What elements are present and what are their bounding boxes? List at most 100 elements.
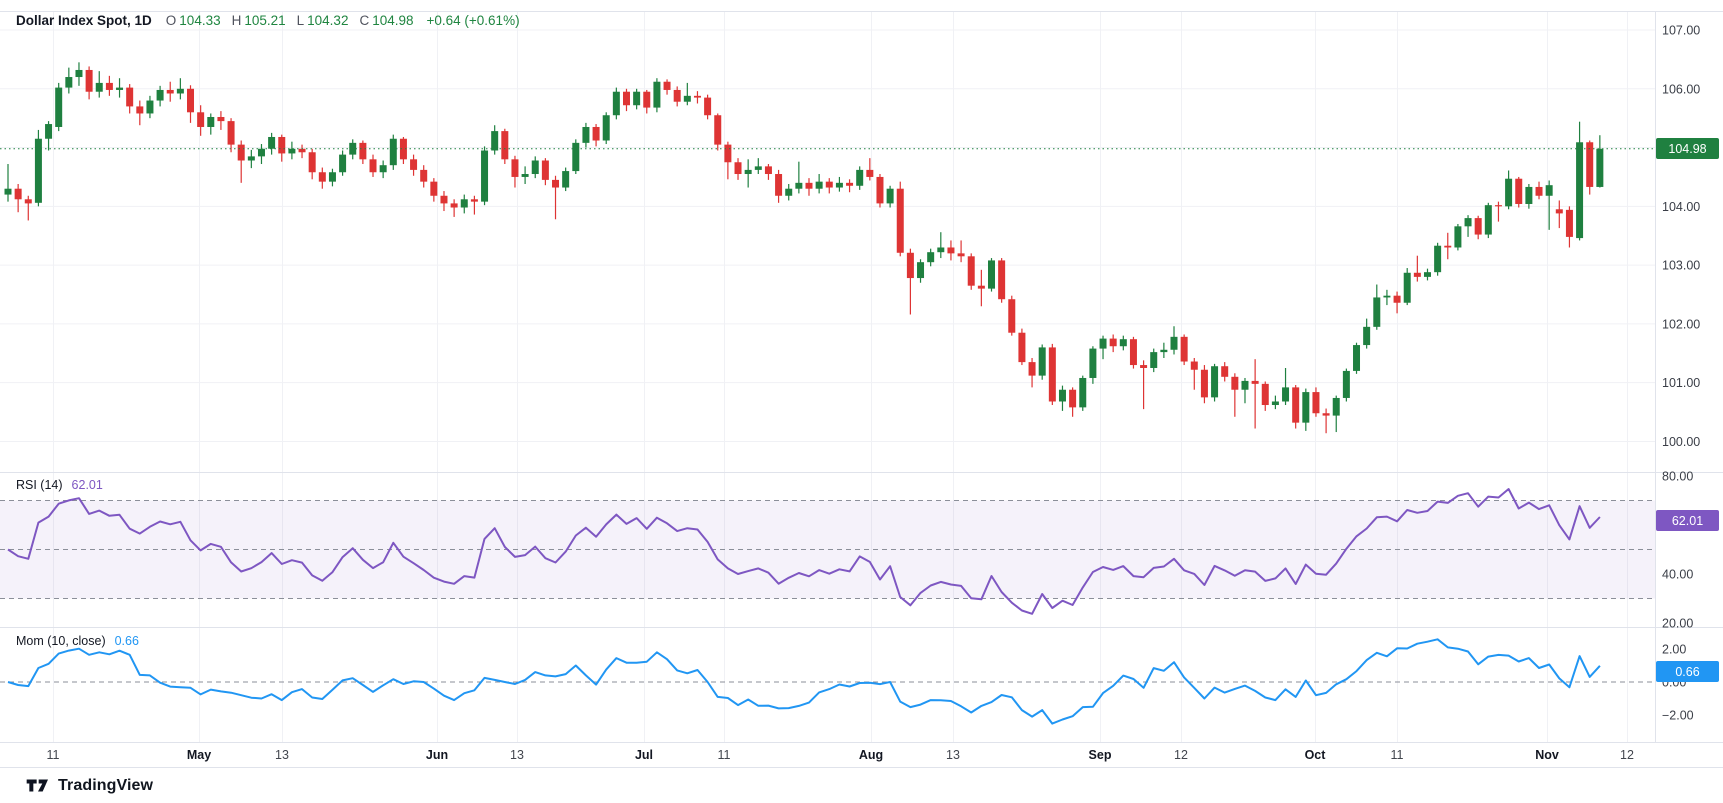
candle[interactable]: [1150, 348, 1158, 373]
candle[interactable]: [1494, 201, 1502, 222]
candle[interactable]: [146, 95, 154, 119]
momentum-value-badge[interactable]: 0.66: [1656, 661, 1719, 682]
candle[interactable]: [592, 124, 600, 147]
candle[interactable]: [75, 62, 83, 86]
rsi-line[interactable]: [7, 488, 1601, 615]
candle[interactable]: [268, 132, 276, 155]
candle[interactable]: [693, 91, 701, 104]
candle[interactable]: [1180, 334, 1188, 366]
candle[interactable]: [541, 158, 549, 186]
candle[interactable]: [714, 113, 722, 151]
candle[interactable]: [653, 78, 661, 113]
candle[interactable]: [440, 191, 448, 212]
candle[interactable]: [876, 174, 884, 208]
candle[interactable]: [1282, 367, 1290, 406]
candle[interactable]: [176, 78, 184, 100]
candle[interactable]: [775, 169, 783, 203]
candle[interactable]: [379, 160, 387, 179]
candle[interactable]: [1515, 176, 1523, 208]
candle[interactable]: [1038, 344, 1046, 380]
candle[interactable]: [85, 66, 93, 100]
candle[interactable]: [673, 86, 681, 107]
candle[interactable]: [95, 71, 103, 98]
candle[interactable]: [612, 87, 620, 120]
candle[interactable]: [1413, 255, 1421, 282]
candle[interactable]: [1292, 385, 1300, 429]
candle[interactable]: [1555, 200, 1563, 229]
candle[interactable]: [308, 148, 316, 180]
candle[interactable]: [856, 166, 864, 190]
candle[interactable]: [1170, 326, 1178, 355]
candle[interactable]: [65, 67, 73, 94]
candle[interactable]: [947, 240, 955, 261]
price-axis[interactable]: 107.00106.00105.00104.00103.00102.00101.…: [1662, 24, 1700, 723]
candle[interactable]: [227, 118, 235, 153]
candle[interactable]: [1403, 268, 1411, 306]
candle[interactable]: [217, 111, 225, 130]
candle[interactable]: [1089, 346, 1097, 384]
candle[interactable]: [1423, 268, 1431, 281]
candle[interactable]: [116, 78, 124, 98]
candle[interactable]: [1484, 202, 1492, 239]
candle[interactable]: [552, 175, 560, 220]
candle[interactable]: [105, 75, 113, 96]
candle[interactable]: [247, 149, 255, 169]
candle[interactable]: [410, 154, 418, 176]
candle[interactable]: [359, 140, 367, 165]
candle[interactable]: [1454, 223, 1462, 251]
candle[interactable]: [1474, 215, 1482, 240]
candle[interactable]: [937, 232, 945, 259]
candle[interactable]: [1028, 357, 1036, 388]
candle[interactable]: [34, 129, 42, 207]
candle[interactable]: [1271, 395, 1279, 410]
candle[interactable]: [197, 105, 205, 136]
candle[interactable]: [1048, 343, 1056, 406]
candle[interactable]: [1312, 387, 1320, 417]
candle[interactable]: [460, 194, 468, 214]
candle[interactable]: [1434, 242, 1442, 276]
candle[interactable]: [24, 195, 32, 221]
last-price-badge[interactable]: 104.98: [1656, 138, 1719, 159]
candle[interactable]: [886, 185, 894, 208]
candle[interactable]: [237, 140, 245, 183]
brand-name[interactable]: TradingView: [58, 776, 154, 794]
candle[interactable]: [1251, 359, 1259, 429]
candle[interactable]: [278, 134, 286, 162]
candle[interactable]: [328, 168, 336, 187]
candle[interactable]: [1069, 387, 1077, 417]
candle[interactable]: [734, 158, 742, 180]
candle[interactable]: [1535, 181, 1543, 200]
candle[interactable]: [805, 178, 813, 196]
candle[interactable]: [1363, 318, 1371, 349]
candle[interactable]: [866, 158, 874, 181]
candle[interactable]: [1109, 334, 1117, 353]
candle[interactable]: [977, 269, 985, 307]
candle[interactable]: [339, 150, 347, 176]
candle[interactable]: [1464, 215, 1472, 237]
candle[interactable]: [481, 146, 489, 206]
candle[interactable]: [1393, 291, 1401, 314]
candle[interactable]: [1373, 284, 1381, 330]
candle[interactable]: [835, 176, 843, 192]
candle[interactable]: [622, 88, 630, 112]
candle[interactable]: [501, 128, 509, 165]
candle[interactable]: [795, 161, 803, 194]
candle[interactable]: [1261, 381, 1269, 411]
candle[interactable]: [582, 122, 590, 148]
candle[interactable]: [156, 85, 164, 107]
candle[interactable]: [643, 89, 651, 114]
time-axis[interactable]: 11 May 13 Jun 13 Jul 11 Aug 13 Sep 12 Oct 11 Nov 12: [47, 748, 1634, 762]
rsi-indicator-label[interactable]: RSI (14) 62.01: [16, 478, 103, 492]
candle[interactable]: [1221, 362, 1229, 382]
candle[interactable]: [531, 156, 539, 179]
candle[interactable]: [1140, 360, 1148, 410]
candle[interactable]: [572, 139, 580, 175]
candle[interactable]: [369, 154, 377, 177]
candle[interactable]: [166, 81, 174, 102]
candle[interactable]: [1353, 342, 1361, 374]
candle[interactable]: [298, 144, 306, 159]
candle[interactable]: [1342, 368, 1350, 402]
candle[interactable]: [825, 178, 833, 194]
candle[interactable]: [1079, 375, 1087, 411]
candle[interactable]: [1332, 395, 1340, 433]
